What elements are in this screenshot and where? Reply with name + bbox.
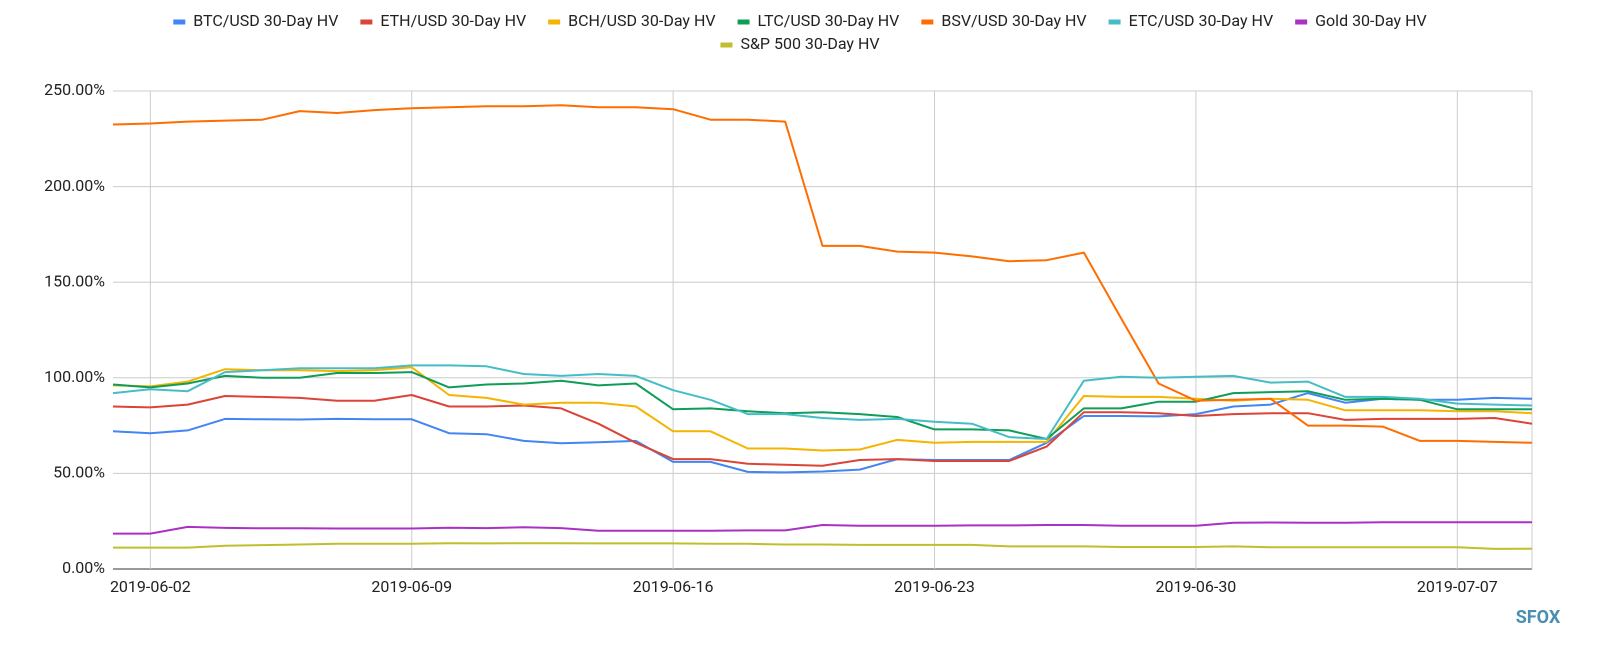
series-line (112, 394, 1533, 467)
series-line (112, 371, 1532, 440)
x-tick-label: 2019-06-02 (110, 577, 191, 596)
legend-swatch (921, 19, 934, 25)
legend-swatch (548, 19, 561, 25)
series-line (113, 542, 1533, 550)
x-tick-label: 2019-06-09 (371, 577, 452, 596)
legend-item: ETC/USD 30-Day HV (1108, 11, 1274, 30)
series-line (112, 104, 1533, 444)
y-tick-label: 150.00% (44, 271, 105, 290)
legend-label: LTC/USD 30-Day HV (758, 11, 900, 30)
legend-swatch (720, 42, 733, 48)
legend-swatch (360, 19, 373, 25)
x-tick-label: 2019-06-23 (894, 577, 975, 596)
legend-label: ETH/USD 30-Day HV (380, 11, 526, 30)
legend-item: BCH/USD 30-Day HV (548, 11, 716, 30)
legend-item: BTC/USD 30-Day HV (173, 11, 338, 30)
y-tick-label: 200.00% (44, 176, 105, 195)
y-tick-label: 0.00% (62, 558, 105, 577)
legend-item: Gold 30-Day HV (1295, 11, 1427, 30)
series-line (113, 521, 1532, 535)
legend-swatch (1108, 19, 1121, 25)
legend-label: Gold 30-Day HV (1315, 11, 1427, 30)
legend-item: ETH/USD 30-Day HV (360, 11, 526, 30)
x-tick-label: 2019-06-30 (1156, 577, 1237, 596)
series-line (112, 366, 1533, 452)
legend-label: ETC/USD 30-Day HV (1129, 11, 1274, 30)
legend-swatch (173, 19, 186, 25)
legend-label: S&P 500 30-Day HV (740, 34, 879, 53)
legend-swatch (737, 19, 750, 25)
legend-item: BSV/USD 30-Day HV (921, 11, 1087, 30)
series-line (112, 364, 1533, 440)
y-tick-label: 50.00% (53, 463, 105, 482)
legend-label: BCH/USD 30-Day HV (568, 11, 715, 30)
legend-item: LTC/USD 30-Day HV (737, 11, 900, 30)
y-tick-label: 250.00% (44, 80, 105, 99)
y-tick-label: 100.00% (44, 367, 105, 386)
legend-item: S&P 500 30-Day HV (720, 34, 880, 53)
series-line (112, 392, 1533, 474)
legend-swatch (1295, 19, 1308, 25)
watermark: SFOX (1516, 607, 1561, 628)
x-tick-label: 2019-07-07 (1417, 577, 1498, 596)
legend-label: BSV/USD 30-Day HV (941, 11, 1086, 30)
legend-label: BTC/USD 30-Day HV (193, 11, 338, 30)
x-tick-label: 2019-06-16 (633, 577, 714, 596)
